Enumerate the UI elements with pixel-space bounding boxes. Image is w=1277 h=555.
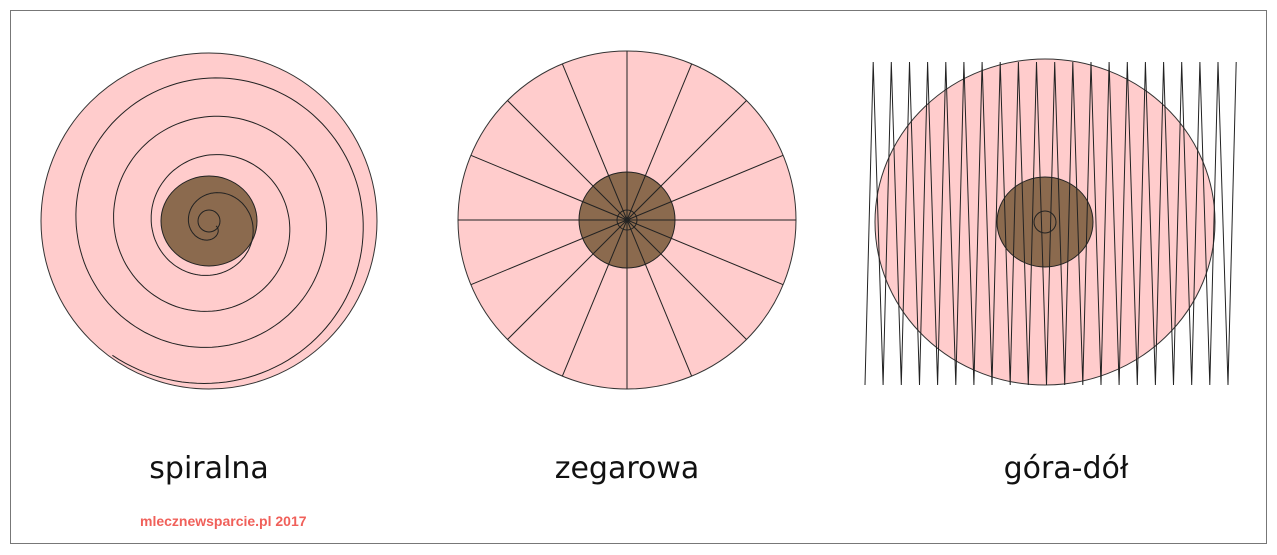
radial-line xyxy=(561,219,628,377)
clock-diagram xyxy=(457,50,797,390)
radial-line xyxy=(626,100,747,221)
panel-label: góra-dół xyxy=(1004,451,1129,486)
radial-line xyxy=(507,100,628,221)
panel-label: zegarowa xyxy=(555,451,700,486)
radial-line xyxy=(626,63,693,221)
radial-line xyxy=(470,219,628,286)
zigzag-line xyxy=(864,61,1237,386)
spiral-diagram xyxy=(40,52,378,390)
radial-line xyxy=(626,219,747,340)
panel-label: spiralna xyxy=(149,451,268,486)
radial-line xyxy=(470,154,628,221)
radial-line xyxy=(561,63,628,221)
watermark: mlecznewsparcie.pl 2017 xyxy=(140,513,307,529)
nipple xyxy=(1033,210,1057,234)
spiral-line xyxy=(75,77,364,385)
radial-line xyxy=(626,219,784,286)
radial-line xyxy=(626,154,784,221)
nipple xyxy=(197,209,221,233)
updown-diagram xyxy=(864,58,1237,386)
radial-lines xyxy=(458,51,796,389)
radial-line xyxy=(626,219,693,377)
radial-line xyxy=(507,219,628,340)
